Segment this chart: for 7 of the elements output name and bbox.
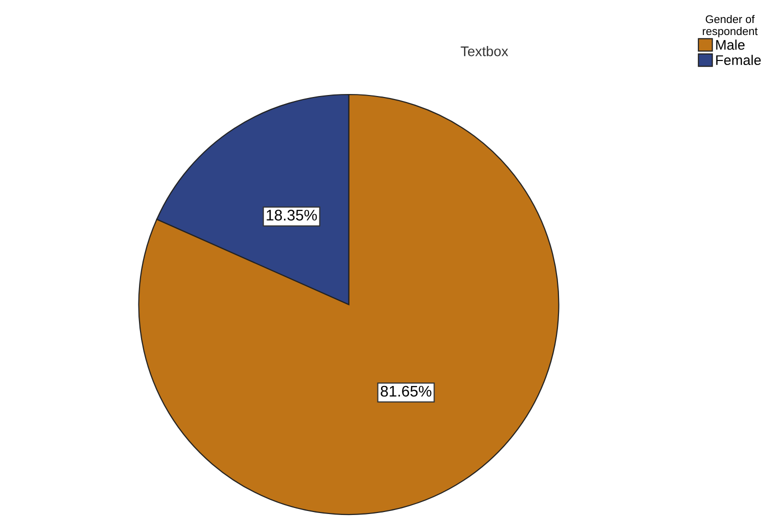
pie-slice (138, 94, 560, 516)
legend-label: Male (716, 40, 745, 50)
data-label: 18.35% (266, 210, 317, 221)
legend-label: Female (716, 54, 761, 66)
legend-title: Gender of respondent (702, 14, 758, 38)
data-label: 81.65% (380, 386, 432, 397)
chart-title: Textbox (460, 46, 508, 56)
